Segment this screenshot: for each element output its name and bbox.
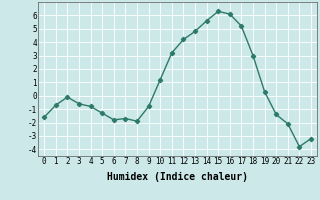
X-axis label: Humidex (Indice chaleur): Humidex (Indice chaleur) xyxy=(107,172,248,182)
